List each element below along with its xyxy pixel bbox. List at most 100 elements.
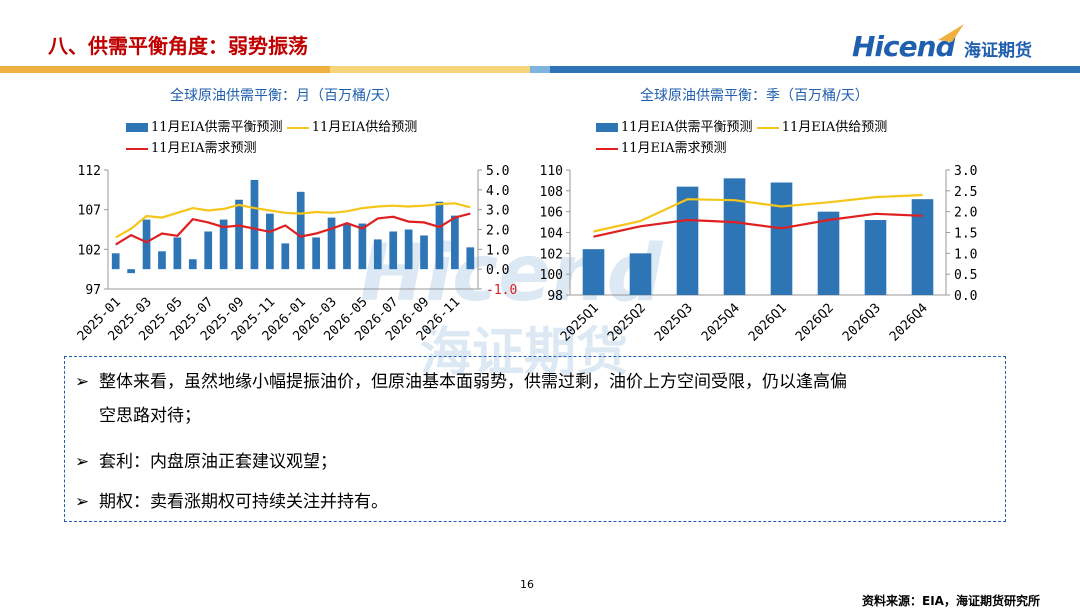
left-tick-label: 102	[540, 247, 563, 262]
balance-bar	[312, 237, 320, 270]
legend-label: 11月EIA供给预测	[311, 120, 418, 135]
balance-bar	[250, 179, 259, 270]
legend-item-demand: 11月EIA需求预测	[126, 141, 257, 156]
legend-line-swatch	[756, 126, 779, 129]
legend-item-balance: 11月EIA供需平衡预测	[596, 120, 753, 135]
balance-bar	[266, 213, 274, 270]
left-tick-label: 97	[85, 283, 101, 298]
note-item-arbitrage: ➢ 套利：内盘原油正套建议观望；	[75, 445, 337, 479]
balance-bar	[111, 253, 120, 270]
legend-label: 11月EIA供需平衡预测	[151, 120, 283, 135]
legend-line-swatch	[286, 126, 309, 129]
balance-bar	[142, 219, 151, 270]
x-tick-label: 2026Q1	[746, 301, 790, 345]
balance-bar	[373, 239, 382, 270]
balance-bar	[582, 249, 605, 295]
balance-bar	[770, 182, 793, 295]
right-tick-label: 3.0	[954, 164, 977, 179]
left-tick-label: 112	[78, 164, 101, 179]
left-tick-label: 108	[540, 185, 563, 200]
right-tick-label: 2.0	[954, 206, 977, 221]
right-tick-label: 2.5	[954, 185, 977, 200]
left-tick-label: 98	[547, 289, 563, 304]
demand-line	[593, 212, 923, 238]
left-tick-label: 104	[540, 227, 564, 242]
legend-item-demand: 11月EIA需求预测	[596, 141, 727, 156]
balance-bar	[389, 231, 398, 270]
legend-item-supply: 11月EIA供给预测	[286, 120, 418, 135]
chart2-legend-row2: 11月EIA需求预测	[596, 137, 727, 156]
demand-line	[115, 212, 471, 246]
right-tick-label: 2.0	[486, 224, 509, 239]
balance-bar	[404, 229, 413, 270]
balance-bar	[327, 217, 336, 270]
right-tick-label: 5.0	[486, 164, 509, 179]
note-text: 套利：内盘原油正套建议观望；	[99, 452, 337, 472]
legend-item-supply: 11月EIA供给预测	[756, 120, 888, 135]
legend-line-swatch	[126, 147, 148, 150]
logo-word: Hicend	[852, 30, 956, 63]
header-stripe	[0, 66, 1080, 73]
legend-label: 11月EIA需求预测	[151, 141, 257, 156]
left-tick-label: 106	[540, 206, 563, 221]
x-tick-label: 2025Q3	[652, 301, 696, 345]
balance-bar	[864, 220, 887, 295]
balance-bar	[358, 223, 367, 270]
balance-bar	[281, 243, 290, 270]
note-text: 期权：卖看涨期权可持续关注并持有。	[99, 492, 388, 512]
x-tick-label: 2025Q2	[605, 301, 649, 345]
logo-wing-icon	[938, 24, 964, 42]
x-tick-label: 2026Q4	[887, 301, 931, 345]
left-tick-label: 110	[540, 164, 563, 179]
right-tick-label: 1.5	[954, 227, 977, 242]
balance-bar	[723, 178, 746, 295]
logo-chinese: 海证期货	[964, 41, 1032, 61]
right-tick-label: 1.0	[954, 247, 977, 262]
chart1-title: 全球原油供需平衡：月（百万桶/天）	[170, 88, 399, 104]
page-number: 16	[520, 578, 534, 591]
chart1-legend: 11月EIA供需平衡预测 11月EIA供给预测	[126, 116, 417, 135]
arrow-bullet-icon: ➢	[75, 492, 90, 512]
legend-bar-swatch	[126, 123, 148, 132]
chart2-legend: 11月EIA供需平衡预测 11月EIA供给预测	[596, 116, 887, 135]
legend-label: 11月EIA需求预测	[621, 141, 727, 156]
balance-bar	[204, 231, 213, 270]
balance-bar	[817, 211, 840, 295]
right-tick-label: -1.0	[486, 283, 517, 298]
balance-bar	[158, 251, 166, 270]
x-tick-label: 2025Q4	[699, 301, 743, 345]
legend-bar-swatch	[596, 123, 618, 132]
hicend-logo: Hicend 海证期货	[852, 24, 1052, 70]
chart1-legend-row2: 11月EIA需求预测	[126, 137, 257, 156]
supply-line	[115, 202, 471, 239]
balance-bar	[235, 199, 243, 270]
balance-bar	[676, 186, 699, 295]
x-tick-label: 2026Q2	[793, 301, 837, 345]
arrow-bullet-icon: ➢	[75, 372, 90, 392]
slide-title: 八、供需平衡角度：弱势振荡	[48, 34, 308, 58]
arrow-bullet-icon: ➢	[75, 452, 90, 472]
balance-bar	[435, 201, 444, 270]
right-tick-label: 0.5	[954, 268, 977, 283]
right-tick-label: 4.0	[486, 184, 509, 199]
note-item-overall: ➢ 整体来看，虽然地缘小幅提振油价，但原油基本面弱势，供需过剩，油价上方空间受限，…	[75, 365, 847, 433]
balance-bar	[911, 199, 934, 295]
balance-bar	[343, 223, 351, 270]
left-tick-label: 100	[540, 268, 563, 283]
left-tick-label: 107	[78, 204, 101, 219]
right-tick-label: 1.0	[486, 243, 509, 258]
balance-bar	[466, 247, 475, 270]
quarterly-balance-chart: 98 100 102 104 106 108 110 0.0 0.5 1.0 1.5 2.0 2.5 3.…	[540, 164, 978, 345]
right-tick-label: 0.0	[954, 289, 977, 304]
balance-bar	[451, 215, 459, 270]
legend-item-balance: 11月EIA供需平衡预测	[126, 120, 283, 135]
balance-bar	[420, 235, 428, 270]
balance-bar	[188, 259, 197, 270]
supply-line	[593, 193, 923, 233]
monthly-balance-chart: 97102107112-1.00.01.02.03.04.05.02025-01…	[75, 164, 518, 344]
legend-label: 11月EIA供给预测	[781, 120, 888, 135]
right-tick-label: 0.0	[486, 263, 509, 278]
chart2-title: 全球原油供需平衡：季（百万桶/天）	[640, 88, 869, 104]
x-tick-label: 2025Q1	[558, 301, 602, 345]
note-text: 空思路对待；	[99, 406, 201, 426]
